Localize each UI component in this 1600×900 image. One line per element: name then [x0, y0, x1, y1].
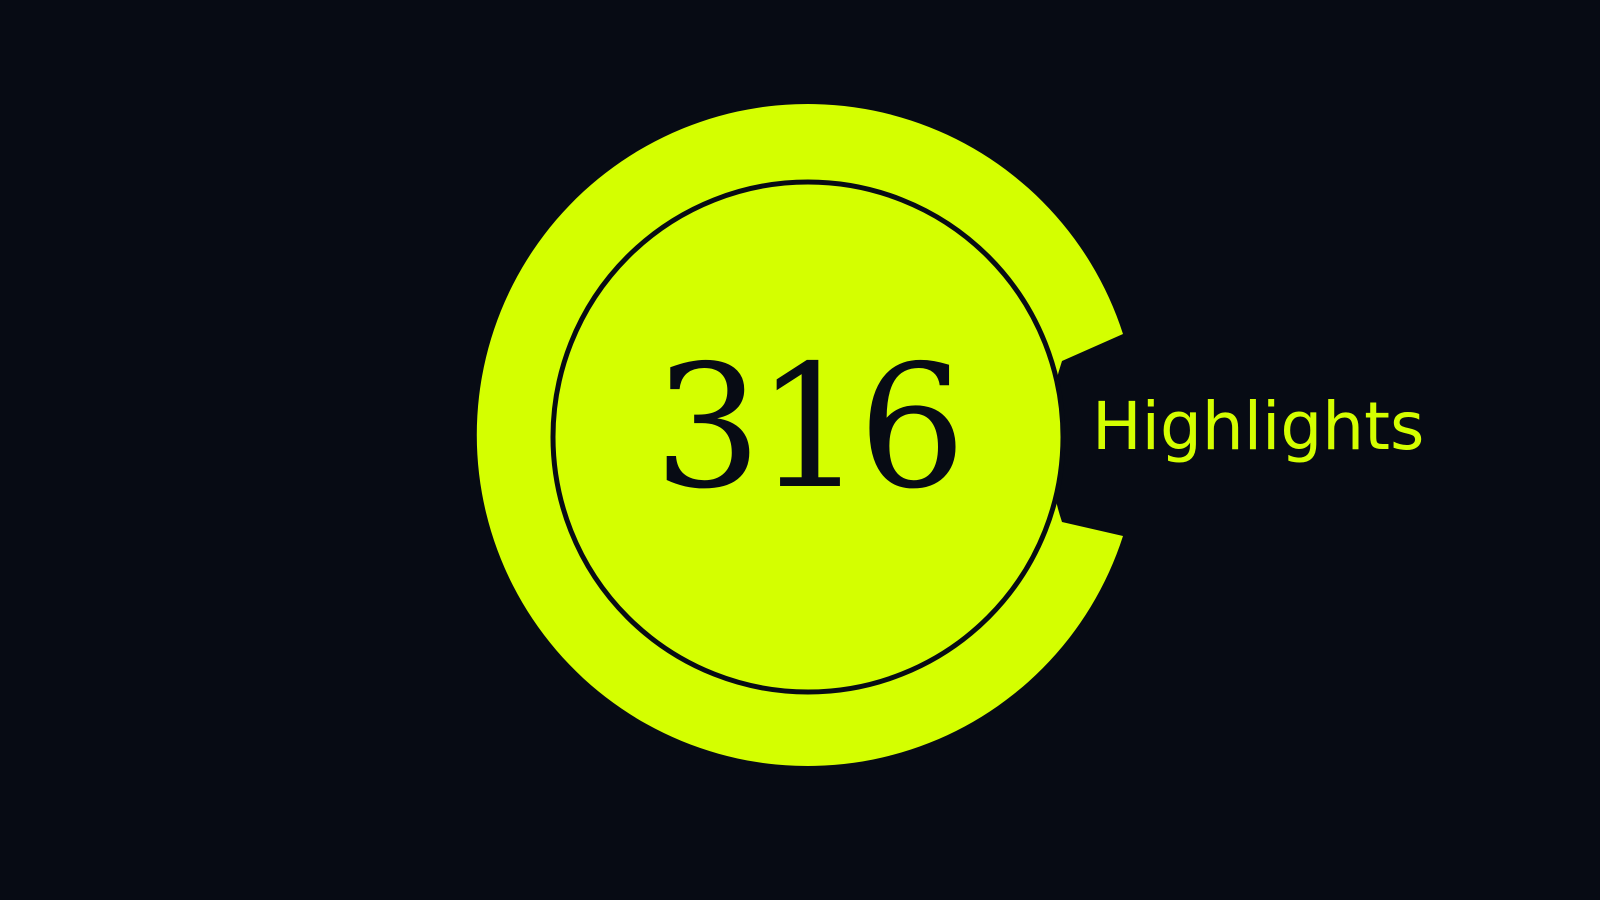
inner-disc: [553, 182, 1063, 692]
inner-disc-outline: [550, 179, 1066, 695]
highlight-count: 316: [653, 329, 966, 527]
highlight-label: Highlights: [1092, 388, 1425, 465]
